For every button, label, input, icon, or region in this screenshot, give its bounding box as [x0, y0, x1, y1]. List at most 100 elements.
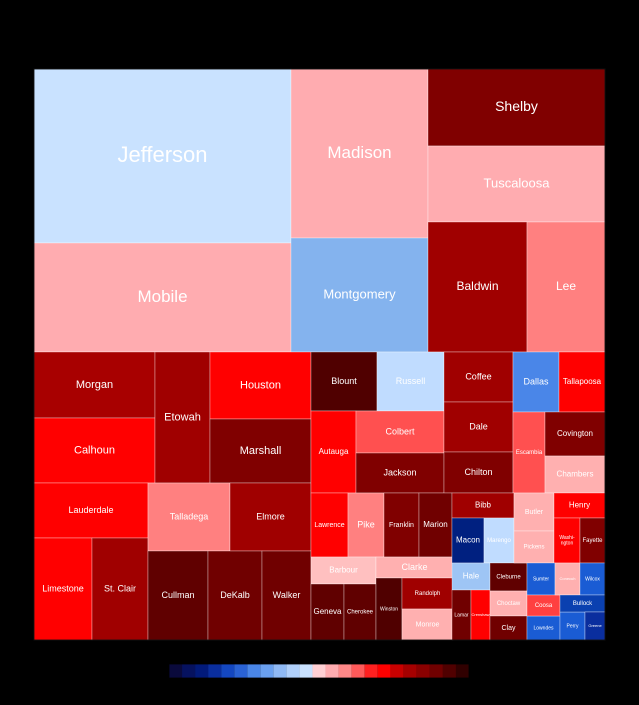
tile-talladega [147, 482, 231, 552]
tile-label-talladega: Talladega [170, 511, 209, 521]
tile-butler [513, 492, 555, 532]
tile-label-winston: Winston [380, 606, 398, 612]
tile-label-coosa: Coosa [535, 603, 553, 609]
legend-swatch [442, 664, 456, 678]
tile-label-baldwin: Baldwin [456, 279, 498, 293]
tile-pickens [513, 530, 555, 564]
tile-label-bullock: Bullock [573, 601, 593, 607]
tile-label-madison: Madison [327, 143, 391, 162]
tile-label-tallapoosa: Tallapoosa [563, 377, 602, 386]
legend-swatch [195, 664, 209, 678]
tile-cherokee [343, 583, 377, 641]
tile-label-cherokee: Cherokee [347, 610, 374, 616]
tile-label-blount: Blount [331, 376, 357, 386]
tile-bibb [451, 492, 515, 519]
tile-marion [418, 492, 453, 558]
tile-conecuh [554, 562, 581, 596]
tile-label-marion: Marion [423, 520, 447, 529]
tile-label-tuscaloosa: Tuscaloosa [484, 175, 551, 190]
tile-baldwin [427, 221, 528, 353]
tile-marshall [209, 418, 312, 484]
tile-label-lauderdale: Lauderdale [68, 505, 113, 515]
tile-barbour [310, 556, 377, 585]
tile-label-lee: Lee [556, 279, 576, 293]
tile-tuscaloosa [427, 145, 606, 223]
tile-sumter [526, 562, 556, 596]
tile-label-lamar: Lamar [454, 612, 469, 618]
tile-st-clair [91, 537, 149, 641]
tile-label-montgomery: Montgomery [323, 286, 396, 301]
tile-label-pike: Pike [357, 519, 375, 529]
tile-randolph [401, 577, 454, 610]
color-scale-legend [168, 663, 470, 679]
tile-label-jefferson: Jefferson [117, 142, 207, 167]
legend-swatch [260, 664, 274, 678]
tile-label-colbert: Colbert [385, 426, 415, 436]
tile-label-chilton: Chilton [464, 467, 492, 477]
tile-mobile [33, 242, 292, 353]
legend-swatch [403, 664, 417, 678]
tile-tallapoosa [558, 351, 606, 413]
tile-blount [310, 351, 378, 412]
tile-houston [209, 351, 312, 420]
tile-label-russell: Russell [396, 376, 426, 386]
tile-label-covington: Covington [557, 429, 593, 438]
tile-lowndes [526, 615, 561, 641]
legend-swatch [364, 664, 378, 678]
tile-label-bibb: Bibb [475, 501, 492, 510]
tile-dallas [512, 351, 560, 413]
tile-label-henry: Henry [569, 501, 590, 510]
plot-frame [33, 68, 606, 641]
tile-label-crenshaw: Crenshaw [471, 612, 489, 617]
tile-label-chambers: Chambers [557, 470, 594, 479]
tile-madison [290, 68, 429, 239]
tile-label-franklin: Franklin [389, 522, 414, 529]
legend-swatch [455, 664, 469, 678]
tile-label-cullman: Cullman [161, 590, 194, 600]
legend-swatch [338, 664, 352, 678]
tile-label-lawrence: Lawrence [314, 522, 344, 529]
tile-label-limestone: Limestone [42, 583, 84, 593]
tile-elmore [229, 482, 312, 552]
tile-limestone [33, 537, 93, 641]
legend-swatch [169, 664, 183, 678]
tile-label-dale: Dale [469, 421, 488, 431]
tile-label-perry: Perry [567, 623, 579, 629]
tile-label-butler: Butler [525, 509, 544, 516]
tile-label-coffee: Coffee [465, 371, 491, 381]
tile-label-geneva: Geneva [313, 607, 342, 616]
tile-label-washington: Washi-ngton [559, 535, 575, 547]
tile-montgomery [290, 237, 429, 353]
tile-label-calhoun: Calhoun [74, 444, 115, 456]
tile-label-clay: Clay [501, 625, 516, 632]
tile-pike [347, 492, 385, 558]
tile-lawrence [310, 492, 349, 558]
legend-swatch [247, 664, 261, 678]
legend-swatch [286, 664, 300, 678]
tile-cullman [147, 550, 209, 641]
tile-jackson [355, 452, 445, 494]
legend-swatch [429, 664, 443, 678]
tile-label-pickens: Pickens [523, 545, 544, 551]
tile-russell [376, 351, 445, 412]
tile-label-morgan: Morgan [76, 379, 113, 391]
treemap-tiles: Jefferson Mobile Madison Montgomery Shelby Tu… [33, 68, 606, 641]
tile-label-wilcox: Wilcox [585, 576, 600, 582]
tile-label-escambia: Escambia [516, 450, 543, 456]
tile-label-barbour: Barbour [329, 566, 358, 575]
tile-etowah [154, 351, 211, 484]
tile-jefferson [33, 68, 292, 244]
legend-swatch [325, 664, 339, 678]
tile-dekalb [207, 550, 263, 641]
tile-label-greene: Greene [588, 623, 602, 628]
tile-label-monroe: Monroe [416, 621, 440, 628]
tile-lee [526, 221, 606, 353]
tile-label-dekalb: DeKalb [220, 590, 250, 600]
tile-label-mobile: Mobile [137, 287, 187, 306]
tile-wilcox [579, 562, 606, 596]
legend-swatch [351, 664, 365, 678]
legend-swatch [234, 664, 248, 678]
tile-label-clarke: Clarke [401, 562, 427, 572]
tile-washington [553, 517, 581, 564]
